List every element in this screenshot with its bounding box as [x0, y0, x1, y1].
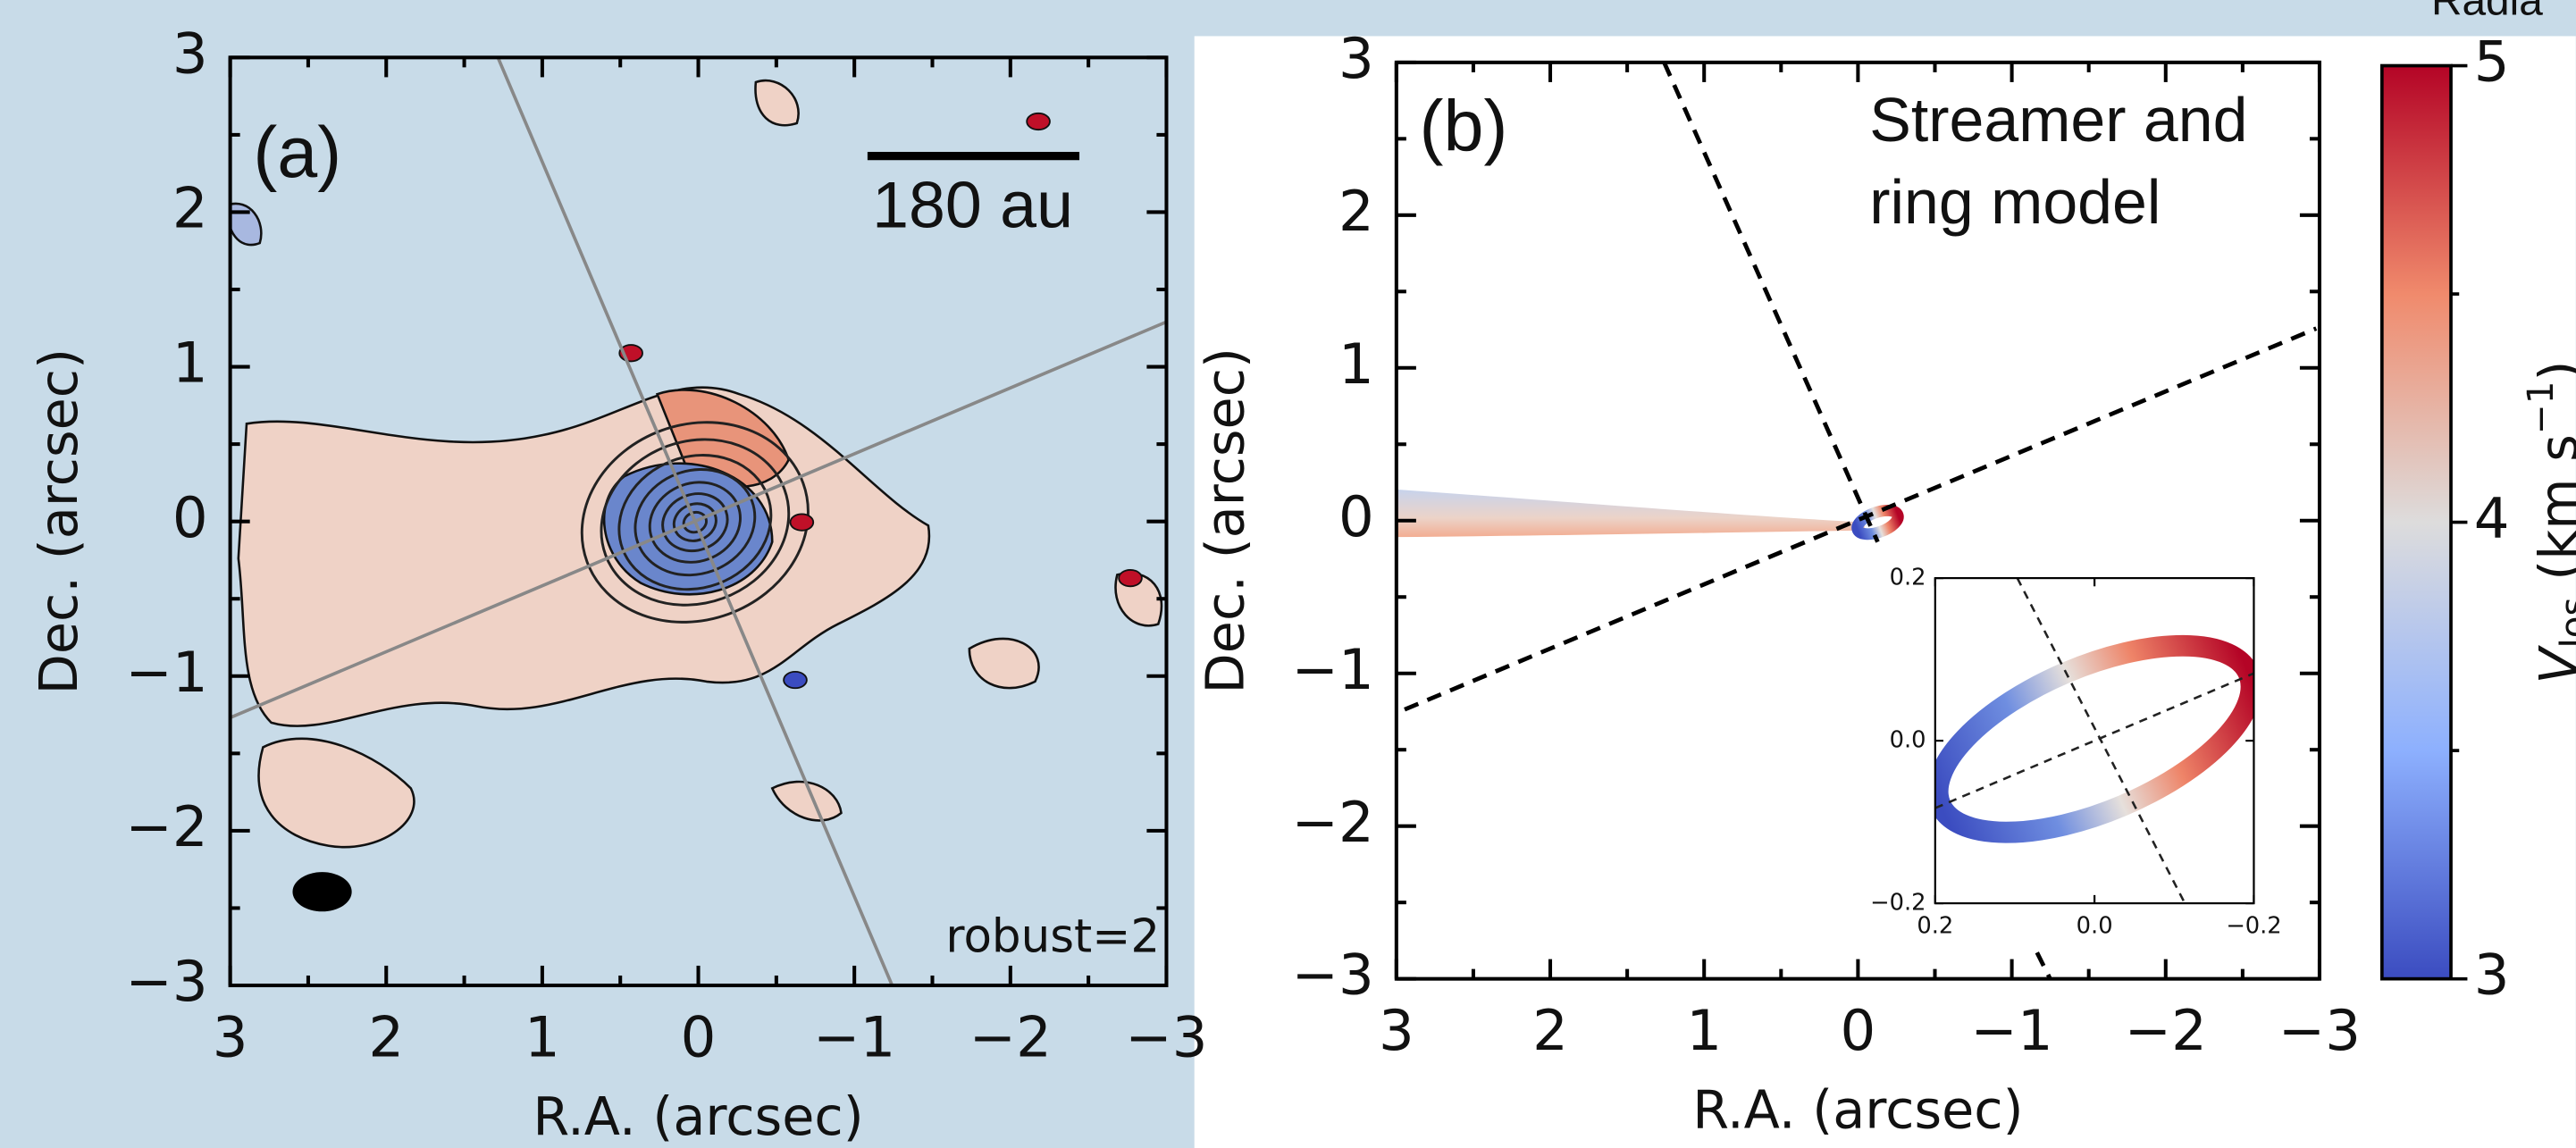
peak [1027, 113, 1050, 130]
colorbar-tick-label: 4 [2474, 486, 2510, 551]
annotation: robust=2 [945, 910, 1160, 964]
y-tick-label: 1 [172, 331, 208, 396]
page: Radia 180 au (a) robust=2 3 2 1 0 −1 −2 −3 −3 −2 −1 0… [0, 0, 2576, 1148]
x-tick-label: −0.2 [2226, 912, 2281, 939]
peak [790, 514, 813, 530]
x-tick-label: 0 [681, 1005, 717, 1070]
y-tick-label: 0 [172, 485, 208, 550]
x-tick-label: 1 [1686, 998, 1722, 1063]
x-tick-label: 2 [368, 1005, 404, 1070]
colorbar-tick-label: 5 [2474, 29, 2510, 95]
emission-region [969, 639, 1039, 688]
y-tick-label: 3 [1338, 26, 1374, 91]
x-tick-label: 3 [213, 1005, 248, 1070]
label-symbol: V [2528, 645, 2576, 684]
x-tick-label: 2 [1532, 998, 1568, 1063]
y-tick-label: 1 [1338, 331, 1374, 397]
emission-region [239, 388, 929, 726]
panel-label: (b) [1420, 86, 1508, 166]
beam [292, 872, 351, 911]
x-tick-label: 0.0 [2077, 912, 2113, 939]
x-tick-label: −1 [813, 1005, 895, 1070]
x-tick-label: −2 [2125, 998, 2207, 1063]
colorbar [2382, 66, 2451, 979]
colorbar-tick-label: 3 [2474, 943, 2510, 1008]
y-tick-label: 0 [1338, 484, 1374, 549]
x-tick-label: 0.2 [1917, 912, 1953, 939]
scale-bar-label: 180 au [872, 168, 1073, 242]
inset-background [1935, 578, 2254, 903]
y-tick-label: −2 [1292, 790, 1374, 855]
x-tick-label: −2 [969, 1005, 1052, 1070]
label-exponent: −1 [2519, 381, 2562, 434]
x-tick-label: −3 [1125, 1005, 1207, 1070]
peak [784, 672, 807, 688]
emission-region [227, 204, 261, 245]
x-axis-label: R.A. (arcsec) [1692, 1079, 2023, 1141]
y-tick-label: 3 [172, 21, 208, 86]
y-tick-label: 0.0 [1890, 727, 1926, 754]
y-axis-label: Dec. (arcsec) [1194, 348, 1255, 694]
y-axis-label: Dec. (arcsec) [28, 348, 89, 695]
x-axis-label: R.A. (arcsec) [533, 1085, 863, 1147]
y-tick-label: 0.2 [1890, 565, 1926, 591]
label-close: ) [2528, 360, 2576, 381]
y-tick-label: −1 [125, 640, 207, 705]
label-subscript: los [2552, 597, 2576, 648]
annotation: Streamer and [1869, 85, 2247, 155]
x-tick-label: 3 [1379, 998, 1414, 1063]
cut-off-label: Radia [2431, 0, 2543, 24]
annotation: ring model [1869, 167, 2161, 237]
y-tick-label: −3 [125, 949, 207, 1014]
y-tick-label: −2 [125, 794, 207, 859]
peak [1119, 570, 1142, 586]
emission-region [755, 80, 798, 125]
label-unit: (km s [2528, 434, 2576, 597]
panel-label: (a) [253, 113, 341, 193]
y-tick-label: −0.2 [1870, 890, 1926, 917]
y-tick-label: −3 [1292, 943, 1374, 1008]
y-tick-label: 2 [172, 176, 208, 241]
emission-region [259, 739, 415, 847]
y-tick-label: 2 [1338, 179, 1374, 244]
x-tick-label: 1 [524, 1005, 560, 1070]
figure: Radia 180 au (a) robust=2 3 2 1 0 −1 −2 −3 −3 −2 −1 0… [0, 0, 2576, 1148]
y-tick-label: −1 [1292, 637, 1374, 702]
x-tick-label: −3 [2278, 998, 2361, 1063]
x-tick-label: 0 [1841, 998, 1876, 1063]
x-tick-label: −1 [1971, 998, 2053, 1063]
